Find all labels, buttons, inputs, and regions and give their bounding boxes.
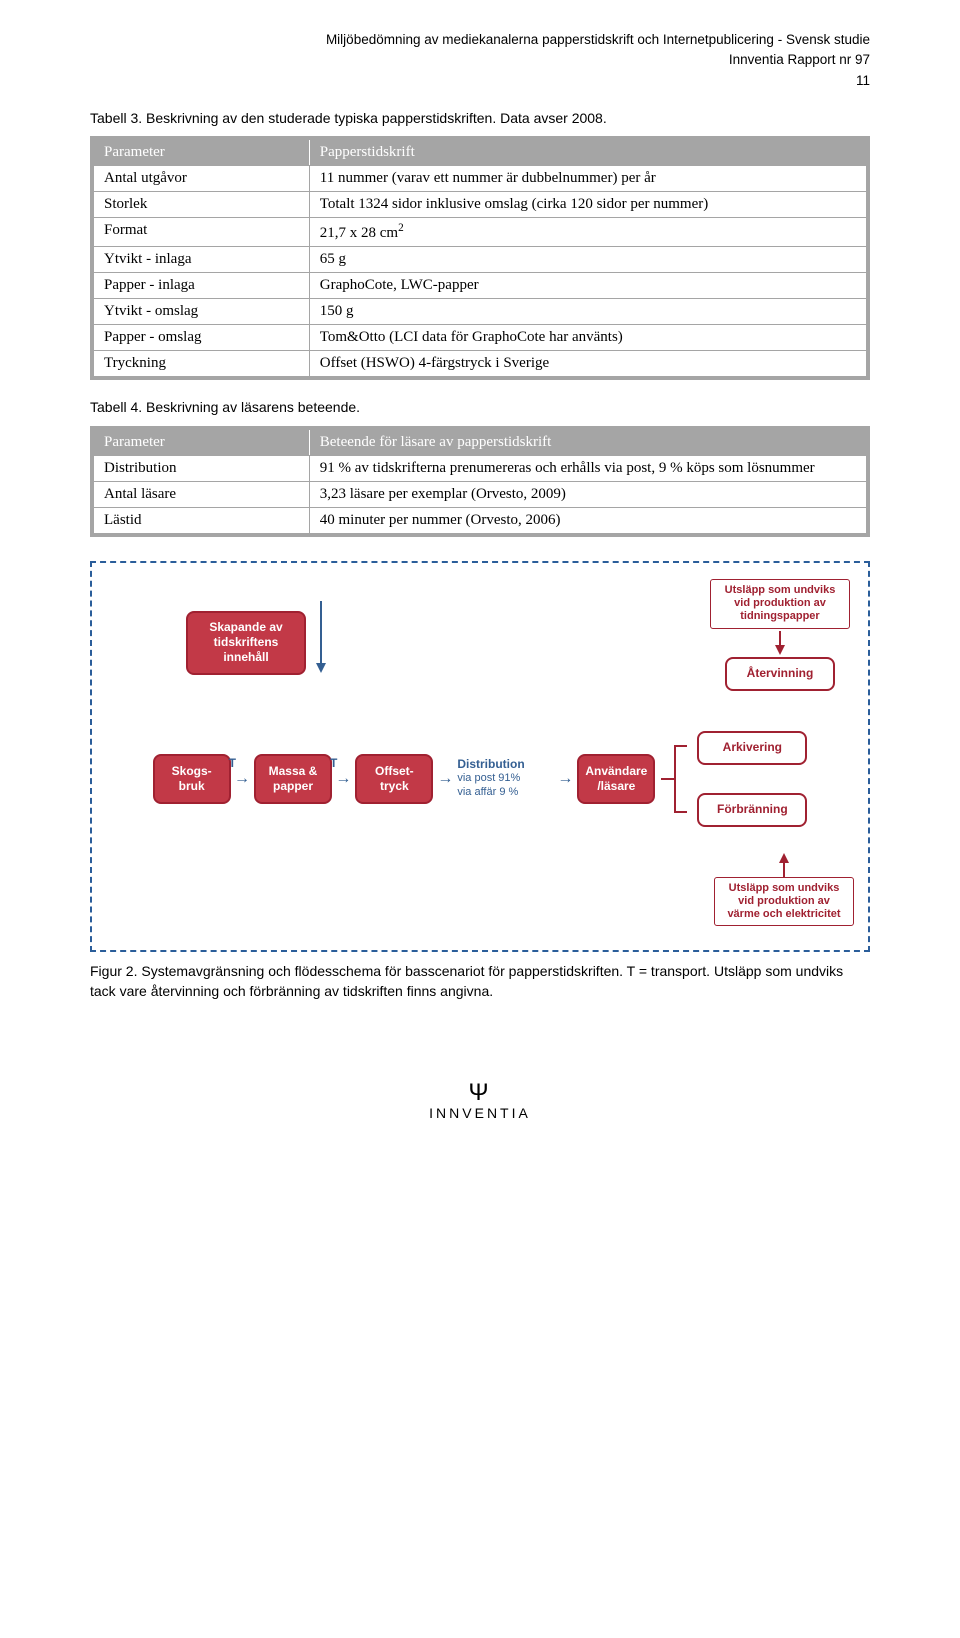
- transport-label: T: [229, 756, 236, 770]
- header-page-number: 11: [90, 71, 870, 91]
- node-arkivering: Arkivering: [697, 731, 807, 765]
- table-row: Distribution91 % av tidskrifterna prenum…: [92, 455, 868, 481]
- info-utslapp-papper: Utsläpp som undviks vid produktion av ti…: [710, 579, 850, 629]
- page-header: Miljöbedömning av mediekanalerna pappers…: [90, 30, 870, 91]
- table3: Parameter Papperstidskrift Antal utgåvor…: [90, 136, 870, 380]
- table4-col1: Beteende för läsare av papperstidskrift: [309, 428, 868, 456]
- node-skogsbruk: Skogs- bruk: [153, 754, 231, 804]
- table3-col0: Parameter: [92, 138, 309, 166]
- footer-brand: INNVENTIA: [90, 1105, 870, 1121]
- arrow-right-icon: →: [335, 770, 351, 788]
- table4-col0: Parameter: [92, 428, 309, 456]
- info-utslapp-varme: Utsläpp som undviks vid produktion av vä…: [714, 877, 854, 927]
- table-row: StorlekTotalt 1324 sidor inklusive omsla…: [92, 192, 868, 218]
- table-row: Antal utgåvor11 nummer (varav ett nummer…: [92, 166, 868, 192]
- table-row: Lästid40 minuter per nummer (Orvesto, 20…: [92, 507, 868, 535]
- table-row: Papper - omslagTom&Otto (LCI data för Gr…: [92, 325, 868, 351]
- logo-icon: Ψ: [90, 1081, 870, 1105]
- transport-label: T: [330, 756, 337, 770]
- table-row: Papper - inlagaGraphoCote, LWC-papper: [92, 273, 868, 299]
- table-row: TryckningOffset (HSWO) 4-färgstryck i Sv…: [92, 351, 868, 379]
- arrow-up-icon: [775, 853, 793, 877]
- arrow-right-icon: →: [557, 770, 573, 788]
- table-row: Antal läsare3,23 läsare per exemplar (Or…: [92, 481, 868, 507]
- node-anvandare: Användare /läsare: [577, 754, 655, 804]
- arrow-right-icon: →: [234, 770, 250, 788]
- table4-caption: Tabell 4. Beskrivning av läsarens beteen…: [90, 398, 870, 418]
- header-line2: Innventia Rapport nr 97: [90, 50, 870, 70]
- table3-col1: Papperstidskrift: [309, 138, 868, 166]
- table-row: Ytvikt - omslag150 g: [92, 299, 868, 325]
- distribution-text: Distribution via post 91% via affär 9 %: [457, 757, 553, 800]
- node-massa-papper: Massa & papper: [254, 754, 332, 804]
- header-line1: Miljöbedömning av mediekanalerna pappers…: [90, 30, 870, 50]
- arrow-down-icon: [771, 631, 789, 655]
- node-offset-tryck: Offset- tryck: [355, 754, 433, 804]
- table-row: Ytvikt - inlaga65 g: [92, 247, 868, 273]
- arrow-right-icon: →: [437, 770, 453, 788]
- table-row: Format21,7 x 28 cm2: [92, 218, 868, 247]
- branch-connector-icon: [659, 734, 693, 824]
- node-skapande: Skapande av tidskriftens innehåll: [186, 611, 306, 675]
- figure2-caption: Figur 2. Systemavgränsning och flödessch…: [90, 962, 870, 1001]
- table3-caption: Tabell 3. Beskrivning av den studerade t…: [90, 109, 870, 129]
- footer-logo: Ψ INNVENTIA: [90, 1081, 870, 1121]
- node-forbranning: Förbränning: [697, 793, 807, 827]
- table4: Parameter Beteende för läsare av pappers…: [90, 426, 870, 537]
- flow-diagram: Skapande av tidskriftens innehåll Utsläp…: [90, 561, 870, 952]
- node-atervinning: Återvinning: [725, 657, 835, 691]
- arrow-down-icon: [312, 595, 330, 675]
